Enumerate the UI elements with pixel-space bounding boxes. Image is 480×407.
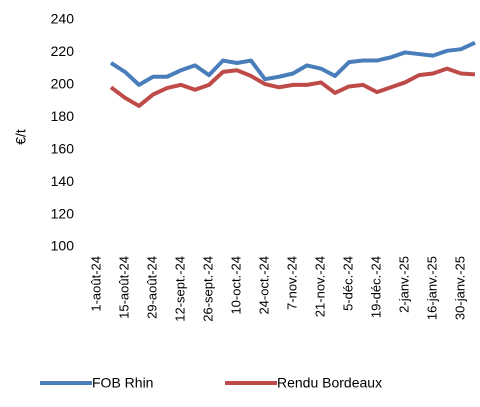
x-tick-label: 16-janv.-25: [424, 256, 439, 320]
y-tick-label: 180: [51, 108, 75, 124]
x-tick-label: 2-janv.-25: [396, 256, 411, 313]
x-tick-label: 12-sept.-24: [172, 256, 187, 322]
x-tick-label: 24-oct.-24: [256, 256, 271, 315]
y-tick-label: 160: [51, 140, 75, 156]
x-tick-label: 1-août-24: [88, 256, 103, 312]
series-line: [109, 66, 476, 108]
y-tick-label: 120: [51, 205, 75, 221]
x-tick-label: 19-déc.-24: [368, 256, 383, 318]
legend-label: FOB Rhin: [92, 375, 153, 391]
y-tick-label: 240: [51, 11, 75, 27]
x-tick-label: 5-déc.-24: [340, 256, 355, 311]
y-tick-label: 220: [51, 43, 75, 59]
x-tick-label: 30-janv.-25: [452, 256, 467, 320]
y-tick-label: 140: [51, 173, 75, 189]
y-tick-label: 100: [51, 238, 75, 254]
x-tick-label: 26-sept.-24: [200, 256, 215, 322]
x-tick-label: 7-nov.-24: [284, 256, 299, 310]
x-tick-label: 10-oct.-24: [228, 256, 243, 315]
legend-label: Rendu Bordeaux: [277, 375, 382, 391]
y-tick-label: 200: [51, 76, 75, 92]
x-tick-label: 21-nov.-24: [312, 256, 327, 317]
y-axis-label: €/t: [13, 129, 29, 145]
x-tick-label: 29-août-24: [144, 256, 159, 319]
x-tick-label: 15-août-24: [116, 256, 131, 319]
series-line: [109, 40, 476, 87]
